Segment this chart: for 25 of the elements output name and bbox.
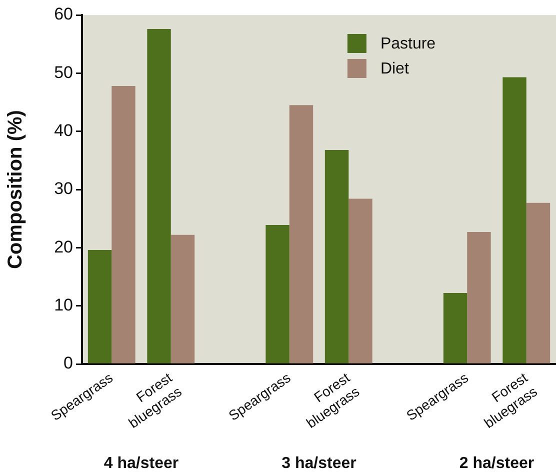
y-tick-label: 20 xyxy=(54,237,73,256)
bar xyxy=(467,232,491,364)
bar xyxy=(526,202,550,364)
text: 4 ha/steer xyxy=(104,455,179,472)
bar xyxy=(502,77,526,364)
y-tick-label: 0 xyxy=(64,354,73,373)
bar xyxy=(170,234,195,364)
y-tick-label: 40 xyxy=(54,121,73,140)
y-tick-label: 10 xyxy=(54,296,73,315)
bar xyxy=(324,150,349,364)
y-axis-title: Composition (%) xyxy=(4,110,27,269)
text: 2 ha/steer xyxy=(459,455,534,472)
text: 3 ha/steer xyxy=(282,455,356,472)
bar xyxy=(443,293,468,364)
legend-label: Pasture xyxy=(380,35,436,52)
bar xyxy=(112,86,136,364)
bar xyxy=(348,198,372,364)
y-tick-label: 60 xyxy=(54,4,73,24)
bar xyxy=(88,250,112,364)
y-tick-label: 30 xyxy=(54,179,73,198)
bar xyxy=(289,105,314,364)
y-tick-label: 50 xyxy=(54,62,73,82)
legend-label: Diet xyxy=(380,60,410,78)
bar xyxy=(266,224,290,364)
bar xyxy=(147,28,171,364)
